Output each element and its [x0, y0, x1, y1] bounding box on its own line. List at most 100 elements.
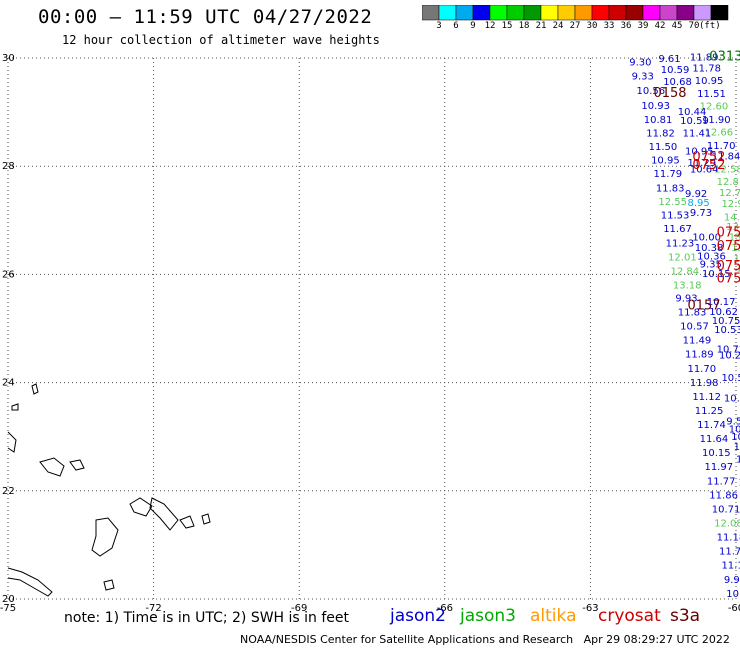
- wave-height-label: 12.77: [736, 264, 740, 275]
- wave-height-label: 11.89: [685, 350, 714, 361]
- wave-height-label: 10.72: [717, 344, 740, 355]
- colorbar: [422, 5, 729, 21]
- wave-height-label: 10.75: [712, 316, 740, 327]
- pass-time-label: 0751: [717, 259, 740, 274]
- pass-time-label: 0313: [709, 50, 740, 65]
- colorbar-label: 27: [569, 21, 581, 31]
- colorbar-label: 45: [671, 21, 683, 31]
- island-outline: [129, 497, 153, 517]
- wave-height-label: 12.81: [717, 177, 740, 188]
- wave-height-label: 12.08: [714, 519, 740, 530]
- wave-height-label: 10.71: [712, 504, 740, 515]
- wave-height-label: 9.61: [658, 54, 680, 65]
- wave-height-label: 11.18: [717, 533, 740, 544]
- wave-height-label: 11.70: [707, 141, 736, 152]
- wave-height-label: 11.51: [697, 89, 726, 100]
- wave-height-label: 11.23: [666, 238, 695, 249]
- wave-height-label: 13.21: [726, 222, 740, 233]
- island-outline: [103, 579, 115, 591]
- pass-time-label: 0752: [692, 150, 725, 165]
- pass-time-label: 0158: [653, 86, 686, 101]
- wave-height-label: 11.50: [649, 142, 678, 153]
- wave-height-label: 9.33: [632, 72, 654, 83]
- wave-height-label: 11.25: [695, 406, 724, 417]
- wave-height-label: 13.82: [729, 232, 740, 243]
- wave-height-label: 11.90: [702, 115, 731, 126]
- wave-height-label: 13.18: [673, 280, 702, 291]
- colorbar-label: 21: [535, 21, 547, 31]
- colorbar-label: 70: [688, 21, 700, 31]
- wave-height-label: 11.84: [712, 152, 740, 163]
- wave-height-label: 10.15: [702, 448, 731, 459]
- satellite-legend-s3a: s3a: [670, 606, 701, 626]
- colorbar-label: 42: [654, 21, 666, 31]
- colorbar-unit: (ft): [699, 21, 721, 31]
- colorbar-label: 33: [603, 21, 615, 31]
- wave-height-label: 10.59: [661, 65, 690, 76]
- colorbar-label: 9: [470, 21, 476, 31]
- lon-tick-label: -72: [145, 603, 161, 614]
- wave-height-label: 10.00: [692, 232, 721, 243]
- wave-height-label: 10.17: [707, 297, 736, 308]
- wave-height-label: 10.57: [680, 322, 709, 333]
- island-outline: [31, 383, 39, 395]
- pass-time-label: 0157: [687, 299, 720, 314]
- satellite-legend-jason2: jason2: [390, 606, 446, 626]
- wave-height-label: 12.60: [700, 101, 729, 112]
- wave-height-label: 12.05: [738, 274, 740, 285]
- wave-height-label: 10.59: [680, 116, 709, 127]
- wave-height-label: 10.95: [651, 155, 680, 166]
- lon-tick-label: -69: [291, 603, 307, 614]
- wave-height-label: 10.53: [714, 325, 740, 336]
- wave-height-label: 10.29: [719, 350, 740, 361]
- footer-text: NOAA/NESDIS Center for Satellite Applica…: [240, 633, 730, 646]
- wave-height-label: 11.74: [697, 420, 726, 431]
- pass-time-label: 0752: [692, 158, 725, 173]
- wave-height-label: 11.83: [656, 184, 685, 195]
- wave-height-label: 10.44: [678, 107, 707, 118]
- wave-height-label: 10.59: [721, 373, 740, 384]
- wave-height-label: 9.35: [700, 259, 722, 270]
- satellite-legend-jason3: jason3: [460, 606, 516, 626]
- lon-tick-label: -75: [0, 603, 16, 614]
- wave-height-label: 10.48: [738, 477, 740, 488]
- colorbar-label: 36: [620, 21, 632, 31]
- colorbar-swatch: [710, 5, 729, 21]
- wave-height-label: 10.68: [663, 77, 692, 88]
- wave-height-label: 11.97: [704, 462, 733, 473]
- wave-height-label: 12.01: [668, 252, 697, 263]
- wave-height-label: 11.67: [663, 224, 692, 235]
- lat-tick-label: 28: [2, 161, 15, 172]
- lat-tick-label: 26: [2, 269, 15, 280]
- wave-height-label: 9.58: [726, 416, 740, 427]
- wave-height-label: 10.95: [685, 146, 714, 157]
- note-text: note: 1) Time is in UTC; 2) SWH is in fe…: [64, 610, 350, 626]
- wave-height-label: 11.89: [690, 53, 719, 64]
- wave-height-label: 11.78: [719, 547, 740, 558]
- wave-height-label: 9.73: [690, 208, 712, 219]
- lat-tick-label: 30: [2, 53, 15, 64]
- page-title: 00:00 – 11:59 UTC 04/27/2022: [38, 6, 373, 28]
- island-outline: [201, 513, 211, 525]
- wave-height-label: 12.98: [721, 199, 740, 210]
- wave-height-label: 12.84: [670, 266, 699, 277]
- wave-height-label: 10.09: [734, 442, 740, 453]
- colorbar-label: 3: [436, 21, 442, 31]
- wave-height-label: 11.41: [683, 128, 712, 139]
- wave-height-label: 11.12: [692, 392, 721, 403]
- wave-height-label: 11.10: [721, 561, 740, 572]
- island-outline: [69, 459, 85, 471]
- wave-height-label: 13.10: [731, 243, 740, 254]
- wave-height-label: 10.36: [697, 251, 726, 262]
- island-outline: [91, 517, 119, 557]
- island-outline: [179, 515, 195, 529]
- wave-height-label: 9.30: [629, 58, 651, 69]
- satellite-legend-altika: altika: [530, 606, 577, 626]
- wave-height-label: 11.82: [646, 128, 675, 139]
- wave-height-label: 10.93: [641, 101, 670, 112]
- wave-height-label: 10.95: [695, 76, 724, 87]
- lon-tick-label: -60: [728, 603, 740, 614]
- wave-height-label: 9.92: [724, 575, 740, 586]
- wave-height-label: 10.94: [731, 432, 740, 443]
- wave-height-label: 11.70: [687, 364, 716, 375]
